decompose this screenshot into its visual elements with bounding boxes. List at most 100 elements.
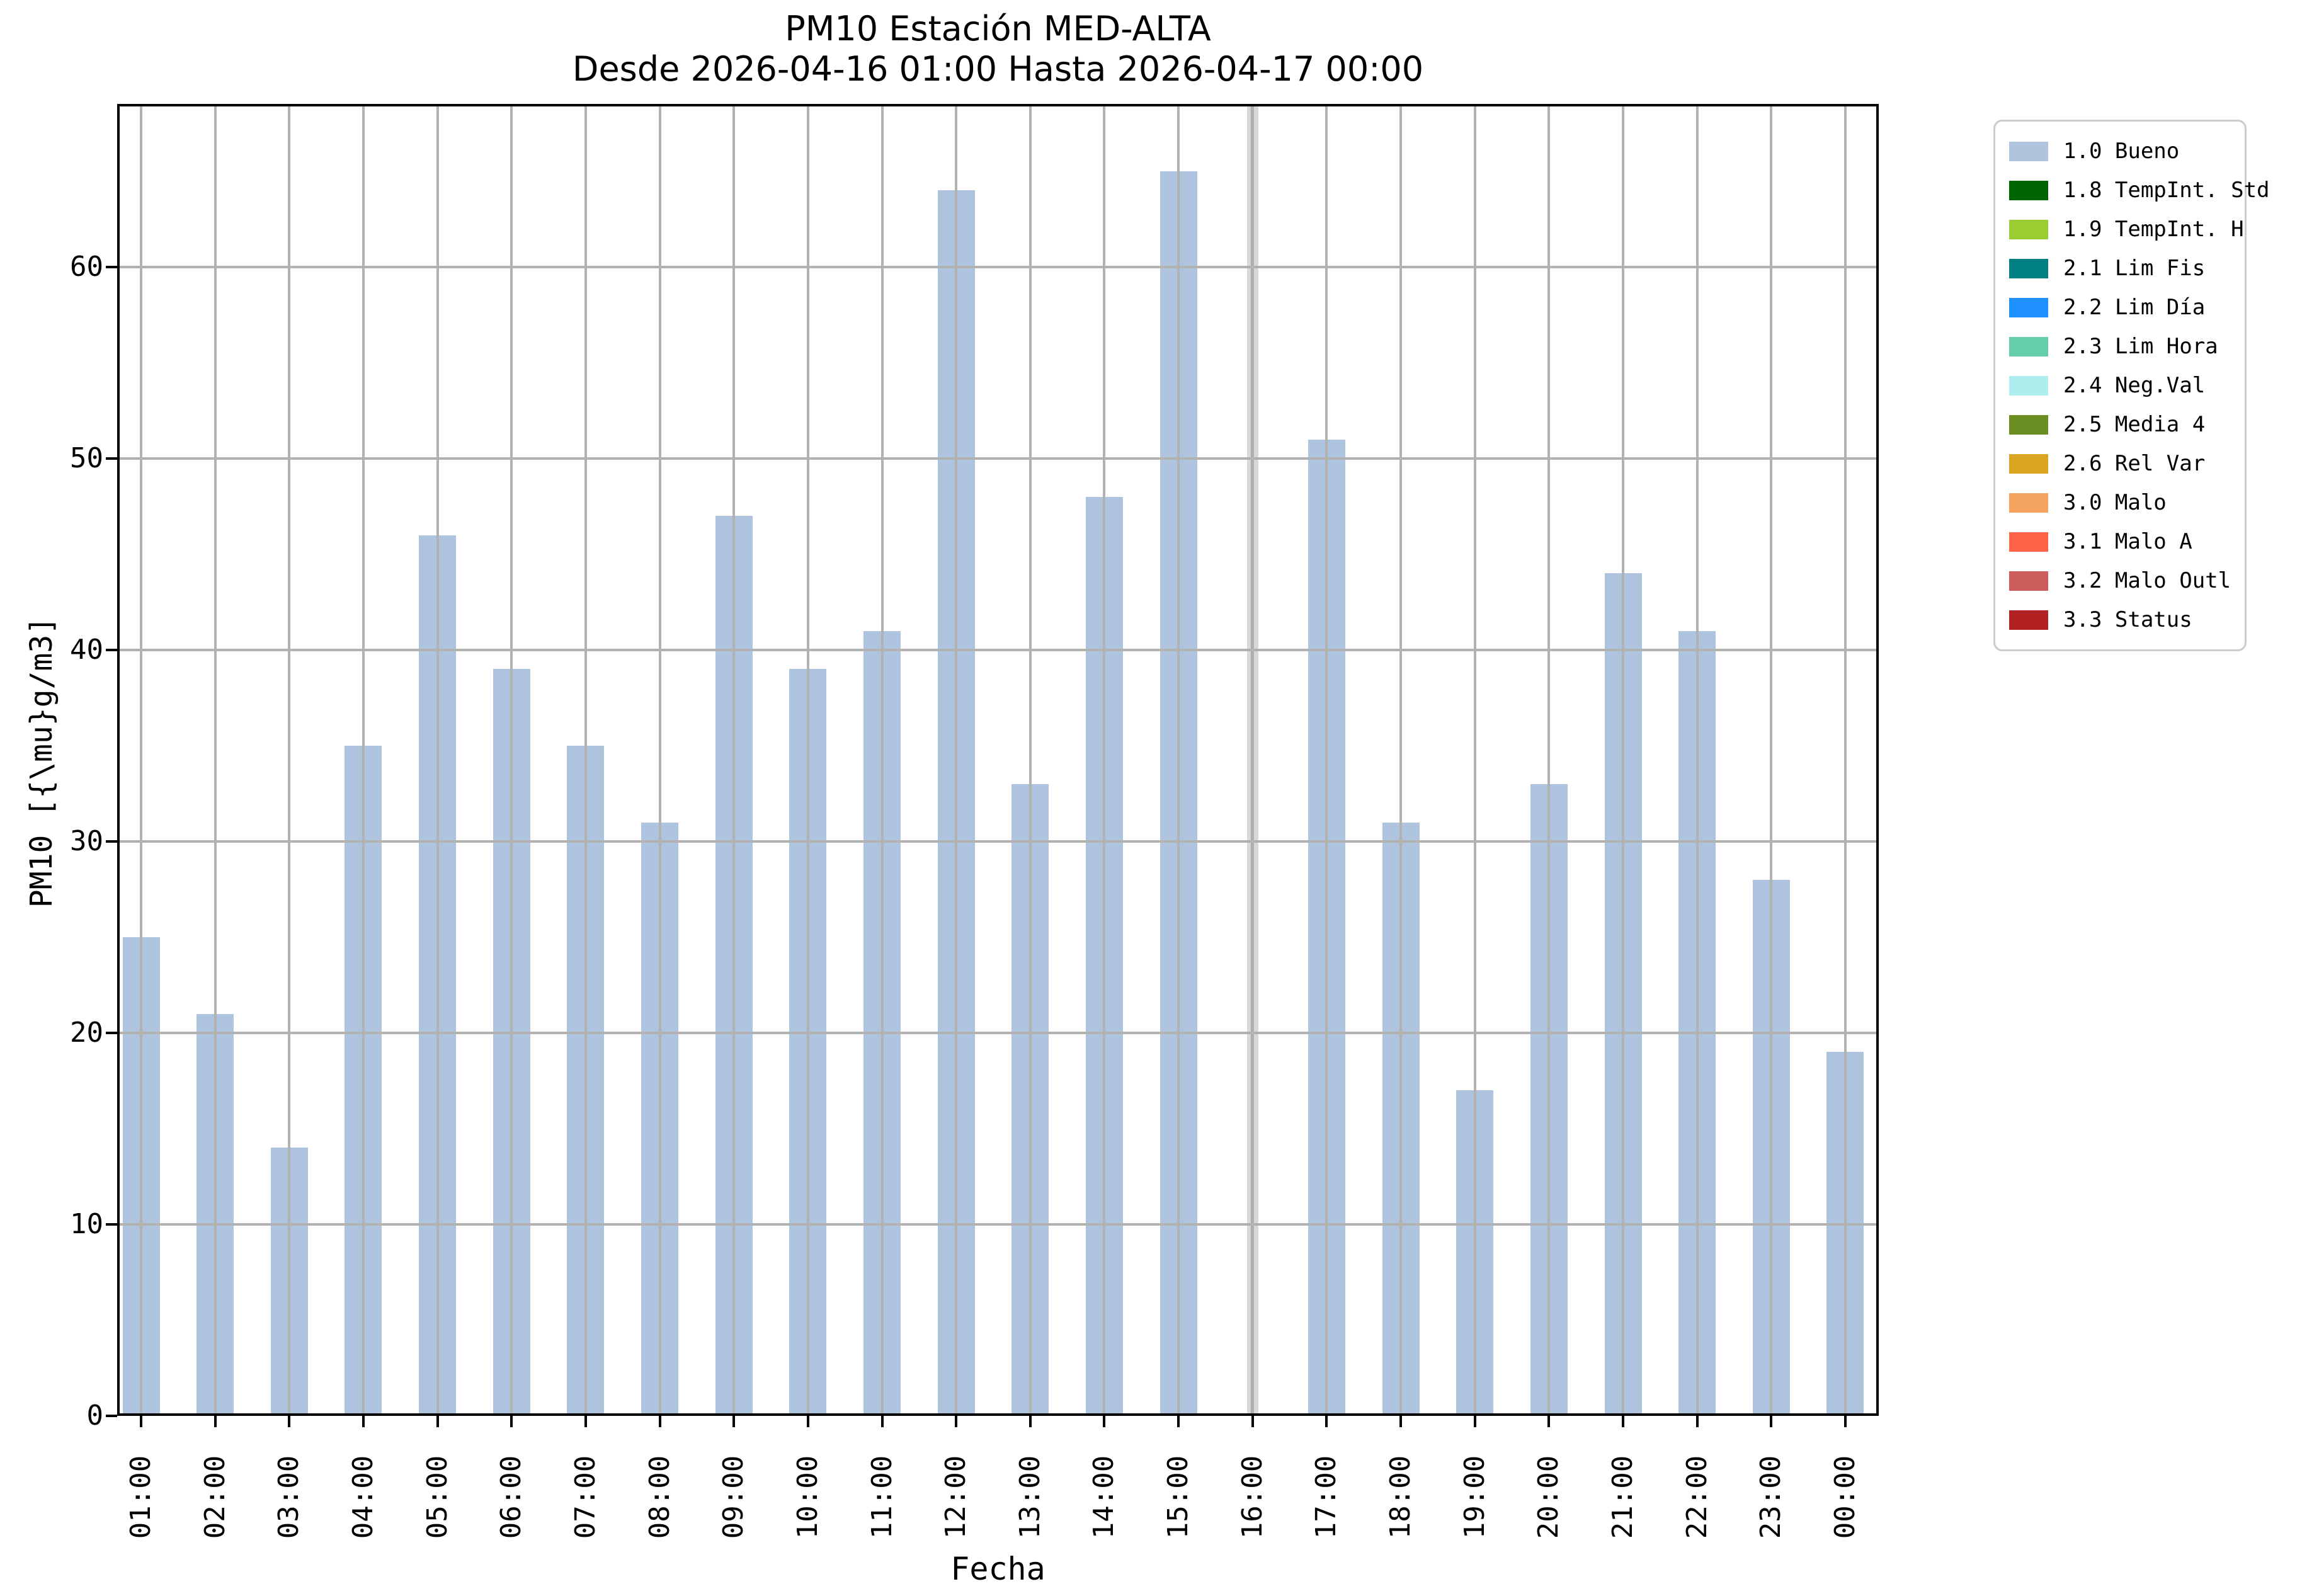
- y-tick-label: 20: [70, 1017, 103, 1049]
- legend-item: 1.9 TempInt. H: [2009, 210, 2245, 249]
- legend-label: 2.6 Rel Var: [2063, 451, 2206, 476]
- x-tick-label: 15:00: [1162, 1455, 1195, 1539]
- x-tick-label: 23:00: [1755, 1455, 1787, 1539]
- chart-title: PM10 Estación MED-ALTA: [785, 9, 1211, 48]
- x-tick-label: 11:00: [865, 1455, 898, 1539]
- x-gridline: [1399, 104, 1403, 1416]
- x-tick-label: 10:00: [791, 1455, 824, 1539]
- legend-label: 1.0 Bueno: [2063, 139, 2180, 164]
- x-tick-mark: [1028, 1416, 1032, 1427]
- legend-item: 2.4 Neg.Val: [2009, 366, 2245, 405]
- x-gridline: [214, 104, 217, 1416]
- x-tick-label: 08:00: [643, 1455, 676, 1539]
- legend-swatch: [2009, 297, 2048, 317]
- legend-label: 1.9 TempInt. H: [2063, 217, 2244, 242]
- x-tick-mark: [436, 1416, 439, 1427]
- x-tick-mark: [955, 1416, 958, 1427]
- x-gridline: [1325, 104, 1328, 1416]
- legend-label: 2.4 Neg.Val: [2063, 373, 2206, 398]
- x-tick-label: 20:00: [1532, 1455, 1565, 1539]
- x-gridline: [658, 104, 661, 1416]
- legend-swatch: [2009, 219, 2048, 239]
- y-tick-mark: [106, 266, 117, 268]
- x-gridline: [1695, 104, 1699, 1416]
- x-tick-mark: [1103, 1416, 1106, 1427]
- x-tick-label: 09:00: [717, 1455, 750, 1539]
- x-gridline: [1547, 104, 1551, 1416]
- legend-label: 2.3 Lim Hora: [2063, 334, 2218, 359]
- legend-item: 1.8 TempInt. Std: [2009, 171, 2270, 210]
- y-gridline: [117, 457, 1879, 460]
- y-axis-label: PM10 [{\mu}g/m3]: [24, 616, 59, 908]
- legend-item: 3.3 Status: [2009, 600, 2245, 639]
- x-tick-mark: [732, 1416, 736, 1427]
- x-gridline: [1770, 104, 1773, 1416]
- x-tick-mark: [1622, 1416, 1624, 1427]
- y-gridline: [117, 1032, 1879, 1034]
- x-gridline: [732, 104, 736, 1416]
- x-tick-mark: [1770, 1416, 1773, 1427]
- plot-area: [106, 104, 1879, 1427]
- legend-item: 2.3 Lim Hora: [2009, 327, 2245, 366]
- legend-swatch: [2009, 414, 2048, 435]
- y-tick-label: 50: [70, 442, 103, 474]
- legend-label: 3.1 Malo A: [2063, 529, 2192, 554]
- x-gridline: [880, 104, 884, 1416]
- y-tick-mark: [106, 457, 117, 460]
- y-gridline: [117, 649, 1879, 651]
- x-gridline: [362, 104, 365, 1416]
- x-gridline: [1473, 104, 1476, 1416]
- x-tick-mark: [1473, 1416, 1476, 1427]
- x-gridline: [1843, 104, 1847, 1416]
- x-gridline: [1103, 104, 1106, 1416]
- y-tick-label: 60: [70, 251, 103, 283]
- y-tick-mark: [106, 649, 117, 651]
- x-tick-label: 17:00: [1310, 1455, 1343, 1539]
- x-gridline: [1251, 104, 1254, 1416]
- legend-swatch: [2009, 336, 2048, 356]
- legend-label: 3.3 Status: [2063, 607, 2192, 632]
- x-tick-label: 19:00: [1458, 1455, 1491, 1539]
- legend-swatch: [2009, 493, 2048, 513]
- x-tick-mark: [1695, 1416, 1699, 1427]
- x-tick-mark: [1325, 1416, 1328, 1427]
- x-tick-label: 05:00: [421, 1455, 453, 1539]
- x-tick-mark: [1547, 1416, 1551, 1427]
- x-tick-mark: [584, 1416, 587, 1427]
- x-tick-label: 00:00: [1828, 1455, 1861, 1539]
- x-tick-label: 22:00: [1680, 1455, 1713, 1539]
- x-tick-label: 13:00: [1013, 1455, 1046, 1539]
- legend-item: 2.5 Media 4: [2009, 405, 2245, 444]
- y-tick-label: 0: [86, 1399, 104, 1432]
- chart-subtitle: Desde 2026-04-16 01:00 Hasta 2026-04-17 …: [572, 49, 1424, 89]
- x-tick-label: 04:00: [346, 1455, 379, 1539]
- x-tick-label: 12:00: [940, 1455, 972, 1539]
- y-gridline: [117, 840, 1879, 843]
- legend-item: 2.6 Rel Var: [2009, 444, 2245, 483]
- x-axis-label: Fecha: [950, 1551, 1046, 1587]
- x-tick-mark: [140, 1416, 142, 1427]
- x-tick-label: 02:00: [198, 1455, 231, 1539]
- legend-swatch: [2009, 375, 2048, 396]
- legend: 1.0 Bueno 1.8 TempInt. Std 1.9 TempInt. H 2…: [1993, 120, 2270, 651]
- x-tick-label: 18:00: [1384, 1455, 1417, 1539]
- y-gridline: [117, 1223, 1879, 1226]
- legend-swatch: [2009, 258, 2048, 278]
- x-gridline: [436, 104, 439, 1416]
- x-gridline: [288, 104, 291, 1416]
- x-tick-mark: [288, 1416, 291, 1427]
- legend-label: 2.2 Lim Día: [2063, 295, 2206, 320]
- legend-swatch: [2009, 571, 2048, 591]
- x-tick-mark: [1177, 1416, 1180, 1427]
- x-tick-mark: [880, 1416, 884, 1427]
- y-tick-label: 10: [70, 1208, 103, 1240]
- y-gridline: [117, 266, 1879, 268]
- y-tick-label: 40: [70, 634, 103, 666]
- legend-item: 3.0 Malo: [2009, 483, 2245, 522]
- legend-item: 3.2 Malo Outl: [2009, 561, 2245, 600]
- x-gridline: [140, 104, 142, 1416]
- x-gridline: [1028, 104, 1032, 1416]
- x-tick-mark: [806, 1416, 809, 1427]
- x-tick-label: 14:00: [1088, 1455, 1120, 1539]
